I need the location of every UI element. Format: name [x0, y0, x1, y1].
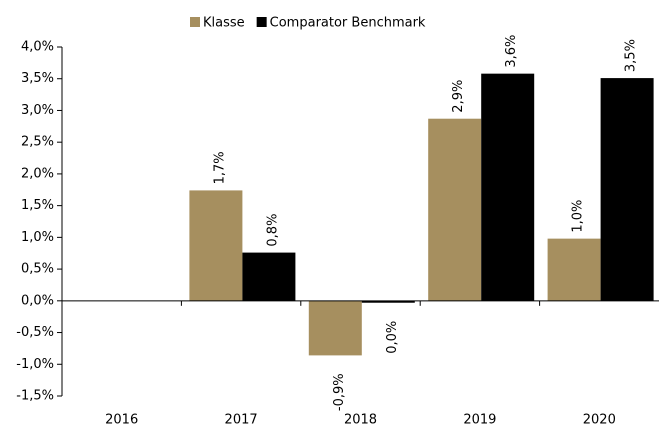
value-label: 0,8%: [265, 214, 280, 247]
value-label: 1,0%: [571, 200, 586, 233]
y-tick-label: 4,0%: [21, 40, 54, 55]
value-label: -0,9%: [332, 373, 347, 411]
bar: [189, 190, 243, 301]
y-tick-label: 2,0%: [21, 166, 54, 181]
bar: [361, 300, 415, 303]
y-tick-label: -1,5%: [16, 389, 54, 404]
bar: [481, 73, 535, 301]
y-tick-label: 2,5%: [21, 135, 54, 150]
x-tick-label: 2020: [583, 413, 616, 428]
value-label: 1,7%: [212, 151, 227, 184]
legend-swatch: [190, 17, 200, 27]
y-tick-label: 0,0%: [21, 293, 54, 308]
bar: [428, 118, 482, 301]
legend-label: Klasse: [203, 16, 245, 31]
legend-label: Comparator Benchmark: [270, 16, 426, 31]
value-label: 3,6%: [504, 35, 519, 68]
bar: [308, 300, 362, 356]
y-tick-label: 3,0%: [21, 103, 54, 118]
value-label: 0,0%: [385, 321, 400, 354]
x-tick-label: 2016: [105, 413, 138, 428]
bar: [600, 78, 654, 301]
y-tick-label: 1,5%: [21, 198, 54, 213]
bar: [242, 252, 296, 301]
y-tick-label: 3,5%: [21, 71, 54, 86]
bar: [547, 238, 601, 301]
y-tick-label: 0,5%: [21, 262, 54, 277]
x-tick-label: 2017: [225, 413, 258, 428]
legend-swatch: [256, 17, 267, 27]
x-tick-label: 2019: [463, 413, 496, 428]
x-tick-label: 2018: [344, 413, 377, 428]
y-tick-label: -0,5%: [16, 325, 54, 340]
y-tick-label: 1,0%: [21, 230, 54, 245]
value-label: 3,5%: [624, 39, 639, 72]
y-tick-label: -1,0%: [16, 357, 54, 372]
value-label: 2,9%: [451, 80, 466, 113]
